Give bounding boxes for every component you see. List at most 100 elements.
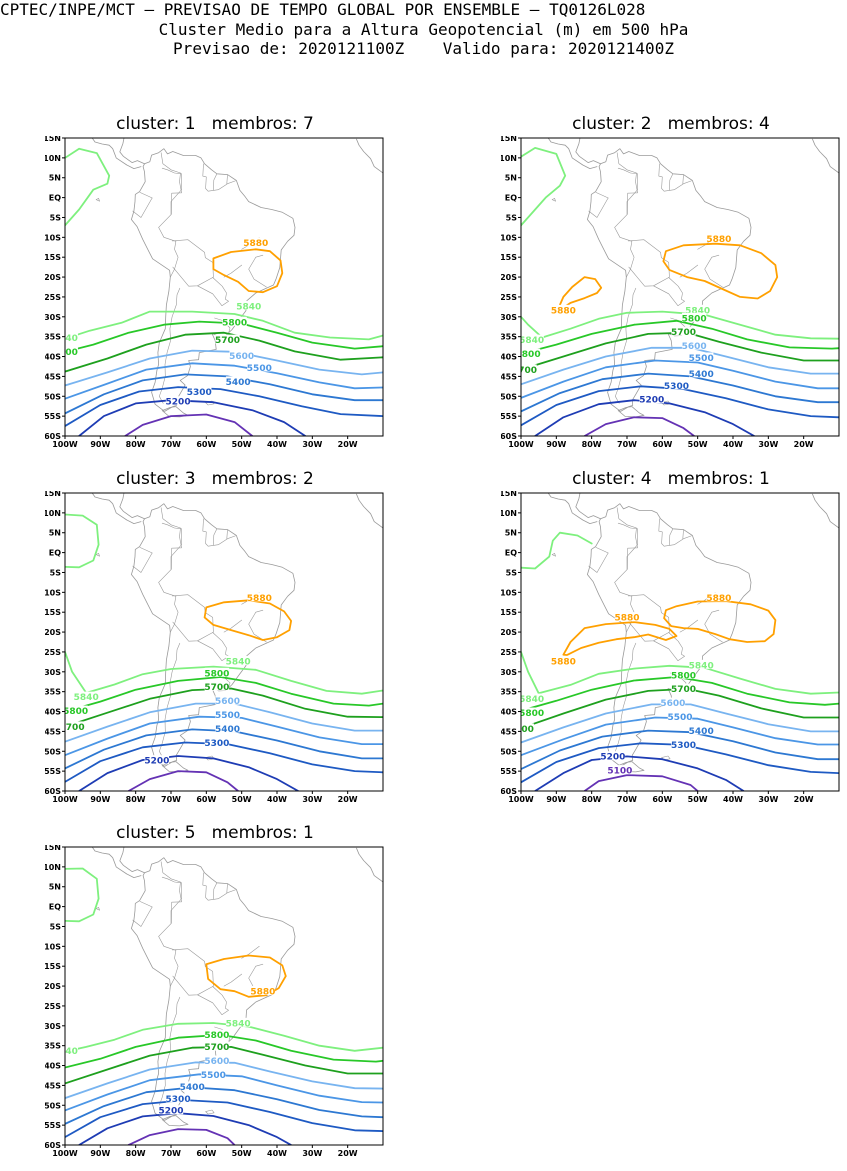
contour-label: 5840 (226, 657, 251, 667)
lat-tick-label: 60S (45, 1141, 61, 1150)
central-america-pacific-coastline (547, 493, 598, 524)
lat-tick-label: 5N (49, 883, 61, 892)
country-border (159, 287, 181, 404)
country-border (158, 876, 182, 987)
contour-label-bg (250, 986, 276, 996)
members-label: membros: 7 (211, 114, 314, 134)
country-border (704, 609, 723, 643)
lat-tick-label: 15N (501, 491, 517, 498)
lon-tick-label: 100W (52, 440, 78, 449)
lat-tick-label: 50S (501, 392, 517, 401)
contour-label-bg (247, 592, 272, 602)
contour-label: 5880 (243, 239, 268, 249)
lat-tick-label: 10S (45, 588, 61, 597)
country-border (248, 254, 267, 288)
contour-label: 5300 (664, 382, 689, 392)
contour-label: 5880 (551, 306, 576, 316)
country-border (132, 901, 153, 927)
contour-label-bg (65, 705, 88, 715)
lat-tick-label: 40S (45, 708, 61, 717)
central-america-coastline (575, 138, 601, 165)
lat-tick-label: 30S (501, 668, 517, 677)
country-border (132, 192, 153, 218)
contour-label: 5840 (226, 1019, 251, 1029)
header-subtitle: Cluster Medio para a Altura Geopotencial… (158, 20, 689, 39)
map-3: 5880 5840 5800 5700 5600 5500 5400 5300 5200 5840… (45, 491, 384, 804)
lon-tick-label: 20W (338, 795, 358, 804)
country-border (682, 529, 684, 540)
contour-label-bg (215, 334, 240, 344)
lat-tick-label: 60S (501, 787, 517, 796)
panel-title: cluster: 5 membros: 1 (45, 823, 385, 843)
contour-label: 5880 (551, 657, 576, 667)
contour-label-bg (521, 364, 537, 374)
contour-label: 5500 (215, 711, 240, 721)
contour-label-bg (639, 394, 664, 404)
lon-tick-label: 70W (617, 795, 637, 804)
contour-label-bg (204, 681, 230, 691)
country-border (658, 518, 692, 547)
panel-title: cluster: 4 membros: 1 (501, 469, 841, 489)
lat-tick-label: 45S (501, 727, 517, 736)
lat-tick-label: 15N (501, 136, 517, 143)
contour-label: 5840 (236, 302, 261, 312)
lat-tick-label: 5N (49, 174, 61, 183)
lat-tick-label: 5N (49, 529, 61, 538)
panel-title: cluster: 1 membros: 7 (45, 114, 385, 134)
lon-tick-label: 30W (758, 440, 778, 449)
contour-5500 (65, 1073, 383, 1112)
contour-label: 5200 (158, 1107, 183, 1117)
country-border (679, 619, 698, 633)
contour-5100 (127, 1128, 236, 1145)
lat-tick-label: 10S (45, 942, 61, 951)
contour-label-bg (215, 709, 240, 719)
contour-5800 (65, 676, 383, 713)
lon-tick-label: 60W (196, 440, 216, 449)
lon-tick-label: 80W (126, 440, 146, 449)
contour-label-bg (671, 683, 696, 693)
lon-tick-label: 70W (161, 1149, 181, 1158)
lat-tick-label: 30S (45, 313, 61, 322)
contour-5100 (124, 413, 254, 436)
lon-tick-label: 60W (196, 1149, 216, 1158)
lon-tick-label: 60W (652, 795, 672, 804)
contour-5880-closed (559, 276, 603, 310)
contour-label-bg (215, 723, 240, 733)
contour-label-bg (671, 326, 696, 336)
contour-5800 (65, 320, 383, 353)
contour-label: 5800 (204, 1031, 229, 1041)
lon-tick-label: 30W (302, 795, 322, 804)
country-border (223, 264, 242, 278)
lat-tick-label: 55S (45, 412, 61, 421)
contour-label-bg (671, 739, 696, 749)
lat-tick-label: 25S (501, 648, 517, 657)
country-border (614, 522, 638, 633)
contour-5300 (65, 386, 383, 428)
contour-label-bg (667, 711, 693, 721)
contour-label-bg (681, 340, 707, 350)
central-america-coastline (119, 493, 145, 520)
contour-5200 (78, 399, 307, 436)
island-coastline (551, 553, 556, 557)
contour-5100 (583, 416, 696, 436)
country-border (226, 529, 228, 540)
cluster-panel-1: cluster: 1 membros: 7 5880 5840 5800 5700 560… (45, 114, 385, 462)
contour-label-bg (204, 1041, 230, 1051)
contour-label: 700 (515, 725, 534, 735)
country-border (197, 632, 229, 661)
cluster-label: cluster: 3 (116, 469, 196, 489)
country-border (160, 152, 182, 215)
map-layer: 5880 5840 5800 5700 5600 5500 5400 5300 5200 5840… (65, 493, 383, 791)
country-border (588, 547, 609, 573)
contour-5880-closed (212, 248, 284, 294)
lat-tick-label: EQ (49, 194, 61, 203)
cluster-panel-3: cluster: 3 membros: 2 5880 5840 5800 5700 560… (45, 469, 385, 817)
lat-tick-label: 35S (45, 333, 61, 342)
lon-tick-label: 100W (52, 795, 78, 804)
country-border (213, 882, 218, 900)
south-america-coastline (131, 148, 296, 412)
lon-tick-label: 70W (617, 440, 637, 449)
africa-coastline (356, 847, 383, 883)
